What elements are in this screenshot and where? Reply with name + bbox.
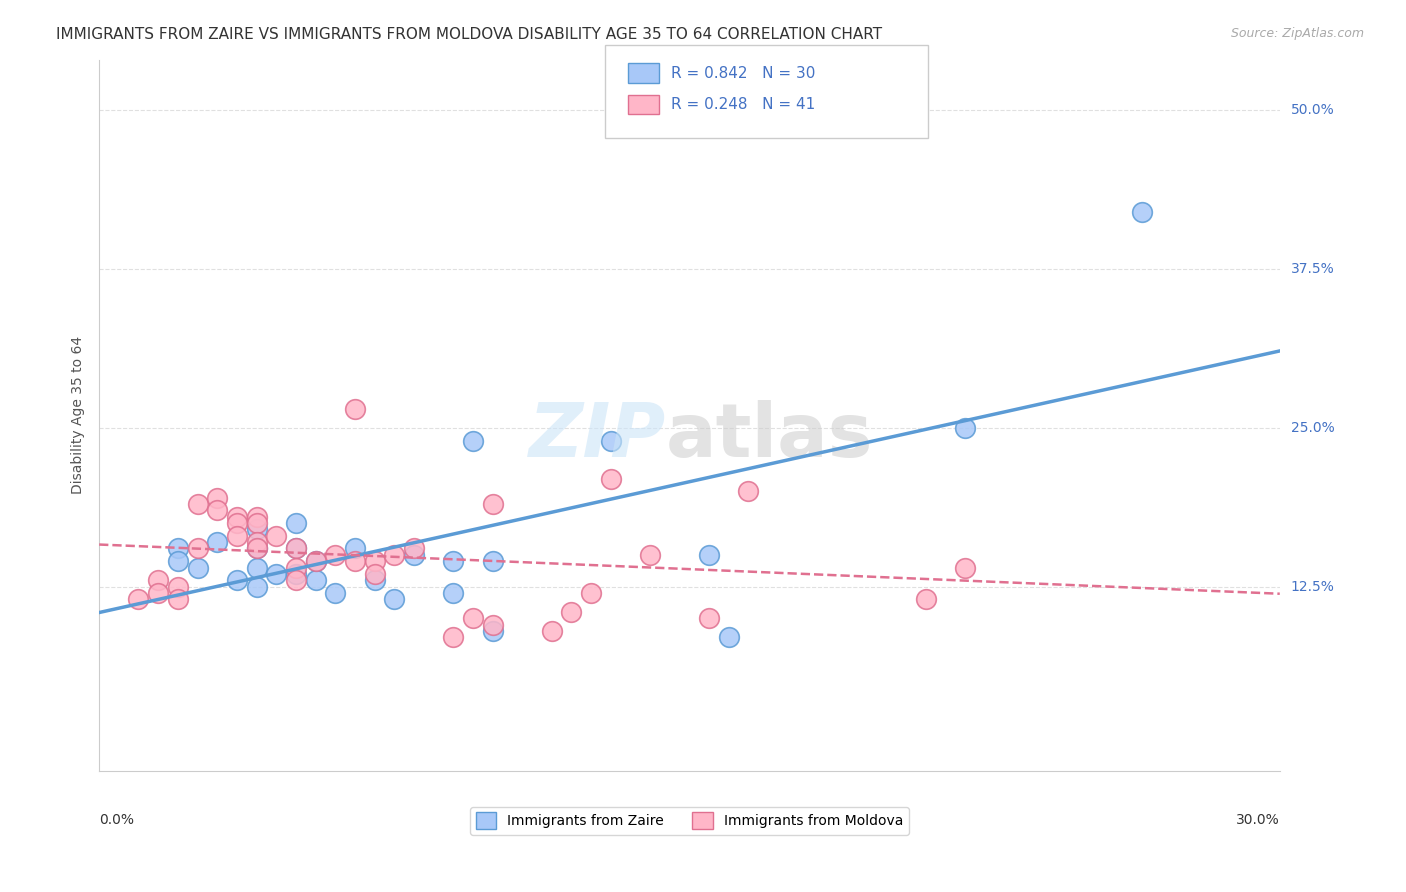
- Point: [382, 592, 405, 607]
- Point: [284, 566, 307, 581]
- Point: [205, 535, 228, 549]
- Point: [284, 573, 307, 587]
- Point: [245, 509, 267, 524]
- Point: [343, 541, 366, 556]
- Point: [717, 631, 740, 645]
- Point: [245, 580, 267, 594]
- Point: [127, 592, 149, 607]
- Point: [402, 548, 425, 562]
- Point: [599, 434, 621, 448]
- Text: R = 0.842   N = 30: R = 0.842 N = 30: [671, 66, 815, 80]
- Point: [186, 560, 208, 574]
- Text: 25.0%: 25.0%: [1291, 421, 1334, 434]
- Point: [481, 617, 503, 632]
- Point: [304, 554, 326, 568]
- Point: [245, 535, 267, 549]
- Point: [205, 503, 228, 517]
- Point: [166, 580, 188, 594]
- Point: [481, 554, 503, 568]
- Point: [245, 560, 267, 574]
- Point: [245, 541, 267, 556]
- Text: ZIP: ZIP: [529, 400, 666, 473]
- Point: [363, 573, 385, 587]
- Point: [186, 541, 208, 556]
- Point: [441, 586, 464, 600]
- Text: 50.0%: 50.0%: [1291, 103, 1334, 118]
- Text: R = 0.248   N = 41: R = 0.248 N = 41: [671, 97, 815, 112]
- Text: 37.5%: 37.5%: [1291, 262, 1334, 277]
- Point: [225, 573, 247, 587]
- Point: [166, 541, 188, 556]
- Point: [323, 586, 346, 600]
- Point: [146, 586, 169, 600]
- Point: [953, 421, 976, 435]
- Point: [363, 566, 385, 581]
- Point: [225, 509, 247, 524]
- Point: [953, 560, 976, 574]
- Point: [441, 554, 464, 568]
- Point: [166, 554, 188, 568]
- Point: [284, 516, 307, 530]
- Point: [323, 548, 346, 562]
- Point: [441, 631, 464, 645]
- Point: [481, 497, 503, 511]
- Point: [461, 611, 484, 625]
- Legend: Immigrants from Zaire, Immigrants from Moldova: Immigrants from Zaire, Immigrants from M…: [470, 806, 908, 835]
- Point: [304, 573, 326, 587]
- Text: atlas: atlas: [666, 400, 873, 473]
- Y-axis label: Disability Age 35 to 64: Disability Age 35 to 64: [72, 336, 86, 494]
- Point: [343, 554, 366, 568]
- Point: [697, 611, 720, 625]
- Point: [599, 472, 621, 486]
- Text: 30.0%: 30.0%: [1236, 813, 1279, 827]
- Point: [245, 516, 267, 530]
- Text: IMMIGRANTS FROM ZAIRE VS IMMIGRANTS FROM MOLDOVA DISABILITY AGE 35 TO 64 CORRELA: IMMIGRANTS FROM ZAIRE VS IMMIGRANTS FROM…: [56, 27, 883, 42]
- Point: [304, 554, 326, 568]
- Point: [579, 586, 602, 600]
- Point: [284, 560, 307, 574]
- Point: [737, 484, 759, 499]
- Point: [343, 401, 366, 416]
- Point: [363, 554, 385, 568]
- Point: [166, 592, 188, 607]
- Point: [697, 548, 720, 562]
- Text: Source: ZipAtlas.com: Source: ZipAtlas.com: [1230, 27, 1364, 40]
- Text: 12.5%: 12.5%: [1291, 580, 1334, 593]
- Point: [225, 516, 247, 530]
- Point: [264, 566, 287, 581]
- Point: [382, 548, 405, 562]
- Point: [638, 548, 661, 562]
- Point: [540, 624, 562, 638]
- Point: [461, 434, 484, 448]
- Point: [284, 541, 307, 556]
- Text: 0.0%: 0.0%: [100, 813, 134, 827]
- Point: [264, 529, 287, 543]
- Point: [245, 541, 267, 556]
- Point: [146, 573, 169, 587]
- Point: [186, 497, 208, 511]
- Point: [245, 523, 267, 537]
- Point: [402, 541, 425, 556]
- Point: [1130, 205, 1153, 219]
- Point: [481, 624, 503, 638]
- Point: [914, 592, 936, 607]
- Point: [284, 541, 307, 556]
- Point: [225, 529, 247, 543]
- Point: [560, 605, 582, 619]
- Point: [205, 491, 228, 505]
